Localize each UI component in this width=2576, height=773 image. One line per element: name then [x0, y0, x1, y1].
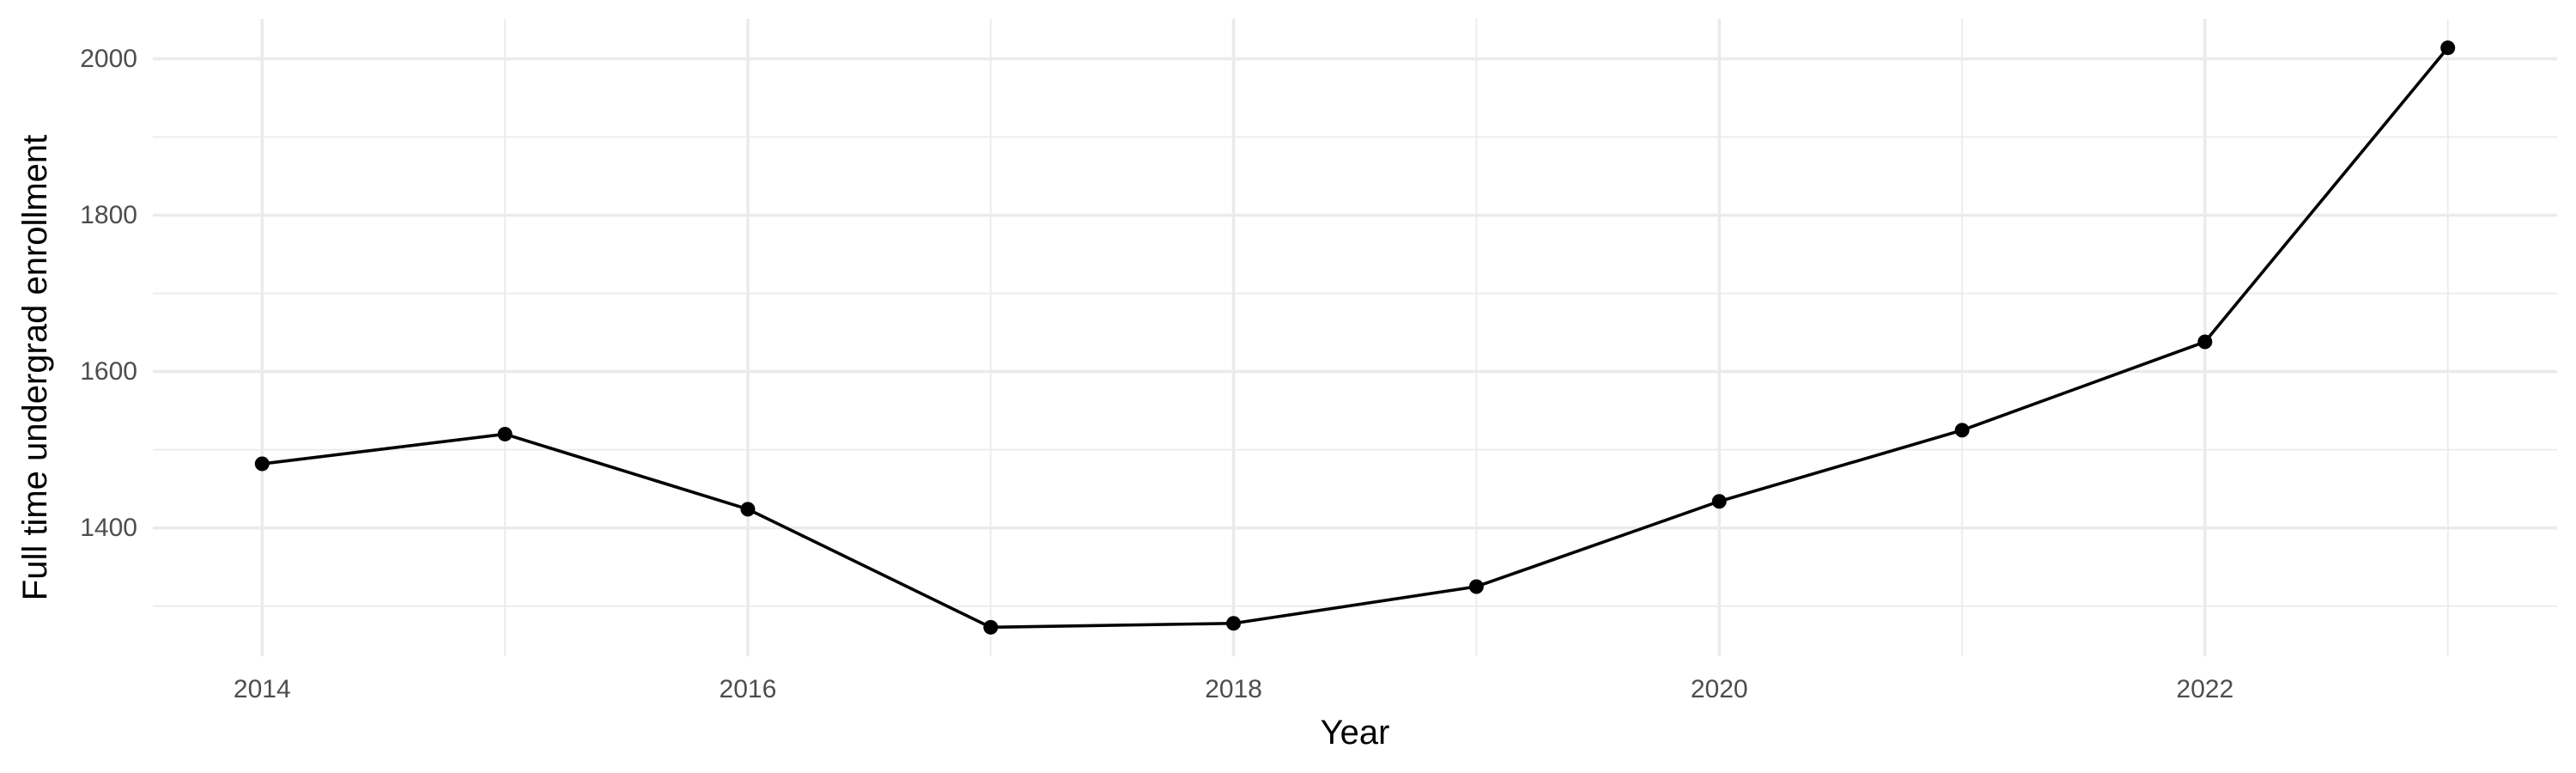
data-point — [2440, 40, 2456, 56]
y-tick-label: 1400 — [80, 514, 137, 542]
y-tick-label: 1800 — [80, 201, 137, 229]
data-point — [2197, 334, 2213, 350]
x-tick-label: 2020 — [1691, 675, 1748, 703]
y-axis-ticks: 1400 1600 1800 2000 — [80, 45, 137, 542]
x-tick-label: 2022 — [2177, 675, 2234, 703]
data-point — [1226, 616, 1242, 631]
series-points — [254, 40, 2456, 635]
y-tick-label: 1600 — [80, 357, 137, 386]
data-point — [1711, 494, 1727, 509]
data-point — [983, 619, 999, 635]
x-tick-label: 2018 — [1205, 675, 1262, 703]
x-axis-title: Year — [1321, 714, 1390, 752]
y-axis-title: Full time undergrad enrollment — [16, 135, 54, 600]
y-tick-label: 2000 — [80, 45, 137, 73]
grid — [153, 19, 2557, 656]
x-tick-label: 2014 — [234, 675, 291, 703]
x-tick-label: 2016 — [720, 675, 777, 703]
data-point — [740, 502, 756, 517]
data-point — [254, 456, 270, 472]
series-lines — [262, 46, 2450, 630]
data-point — [1468, 579, 1484, 594]
x-axis-ticks: 2014 2016 2018 2020 2022 — [234, 675, 2233, 703]
series-line — [262, 46, 2450, 630]
data-point — [497, 426, 513, 441]
data-point — [1954, 423, 1970, 438]
